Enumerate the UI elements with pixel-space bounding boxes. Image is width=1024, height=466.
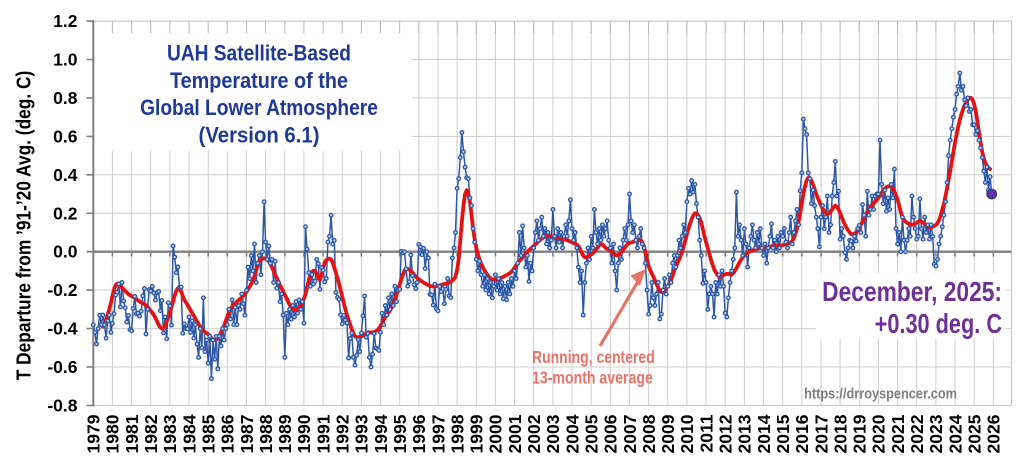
svg-text:Temperature of the: Temperature of the (170, 69, 348, 93)
svg-text:2000: 2000 (486, 414, 506, 453)
svg-text:2001: 2001 (505, 414, 525, 453)
svg-text:-0.8: -0.8 (47, 396, 77, 416)
svg-text:1989: 1989 (275, 414, 295, 453)
svg-text:1.2: 1.2 (53, 11, 78, 31)
svg-text:1986: 1986 (218, 414, 238, 453)
svg-text:2011: 2011 (696, 414, 716, 452)
svg-text:1997: 1997 (428, 415, 448, 454)
svg-text:Global Lower Atmosphere: Global Lower Atmosphere (140, 96, 378, 121)
svg-text:1991: 1991 (313, 414, 333, 453)
svg-text:13-month average: 13-month average (532, 369, 653, 388)
svg-text:2022: 2022 (907, 414, 927, 453)
svg-text:2023: 2023 (926, 414, 946, 453)
svg-text:1980: 1980 (103, 414, 123, 453)
svg-text:1994: 1994 (371, 414, 391, 453)
svg-text:2015: 2015 (773, 414, 793, 453)
svg-text:-0.2: -0.2 (47, 280, 77, 300)
svg-text:1998: 1998 (447, 414, 467, 453)
svg-text:1982: 1982 (141, 414, 161, 453)
svg-text:https://drroyspencer.com: https://drroyspencer.com (804, 384, 957, 401)
svg-text:UAH Satellite-Based: UAH Satellite-Based (167, 41, 351, 66)
svg-text:2007: 2007 (620, 415, 640, 454)
svg-text:Running, centered: Running, centered (532, 349, 655, 368)
svg-text:0.6: 0.6 (53, 126, 78, 146)
svg-text:1.0: 1.0 (53, 50, 78, 70)
svg-text:2016: 2016 (792, 414, 812, 453)
svg-text:0.4: 0.4 (53, 165, 78, 185)
svg-text:(Version 6.1): (Version 6.1) (199, 122, 320, 147)
svg-text:0.8: 0.8 (53, 88, 78, 108)
svg-text:2013: 2013 (735, 414, 755, 453)
svg-text:2012: 2012 (716, 414, 736, 453)
svg-text:2006: 2006 (601, 414, 621, 453)
svg-text:2025: 2025 (965, 414, 985, 453)
svg-text:1988: 1988 (256, 414, 276, 453)
svg-text:2024: 2024 (945, 414, 965, 453)
svg-text:2009: 2009 (658, 414, 678, 453)
svg-text:1979: 1979 (84, 414, 104, 453)
svg-text:1995: 1995 (390, 414, 410, 453)
svg-text:1985: 1985 (199, 414, 219, 453)
svg-text:1993: 1993 (352, 414, 372, 453)
svg-text:2019: 2019 (850, 414, 870, 453)
svg-text:T Departure from ’91-’20 Avg.: T Departure from ’91-’20 Avg. (deg. C) (13, 71, 36, 380)
svg-text:0.0: 0.0 (53, 242, 78, 262)
svg-text:2005: 2005 (582, 414, 602, 453)
svg-text:2004: 2004 (562, 414, 582, 453)
svg-text:2017: 2017 (811, 415, 831, 454)
svg-text:December, 2025:: December, 2025: (822, 277, 1002, 308)
svg-text:1987: 1987 (237, 415, 257, 454)
svg-text:1990: 1990 (294, 414, 314, 453)
svg-text:1981: 1981 (122, 414, 142, 453)
svg-text:2018: 2018 (830, 414, 850, 453)
svg-text:2003: 2003 (543, 414, 563, 453)
svg-text:+0.30 deg. C: +0.30 deg. C (875, 308, 1002, 339)
svg-text:2020: 2020 (869, 414, 889, 453)
svg-text:1992: 1992 (333, 414, 353, 453)
svg-text:-0.6: -0.6 (47, 357, 77, 377)
svg-text:2002: 2002 (524, 414, 544, 453)
svg-text:1999: 1999 (467, 414, 487, 453)
svg-text:0.2: 0.2 (53, 203, 78, 223)
svg-text:2021: 2021 (888, 414, 908, 453)
svg-text:2008: 2008 (639, 414, 659, 453)
svg-text:1996: 1996 (409, 414, 429, 453)
svg-text:2026: 2026 (984, 414, 1004, 453)
svg-text:2014: 2014 (754, 414, 774, 453)
svg-text:1984: 1984 (179, 414, 199, 453)
svg-text:1983: 1983 (160, 414, 180, 453)
svg-text:2010: 2010 (677, 414, 697, 453)
svg-text:-0.4: -0.4 (47, 319, 77, 339)
